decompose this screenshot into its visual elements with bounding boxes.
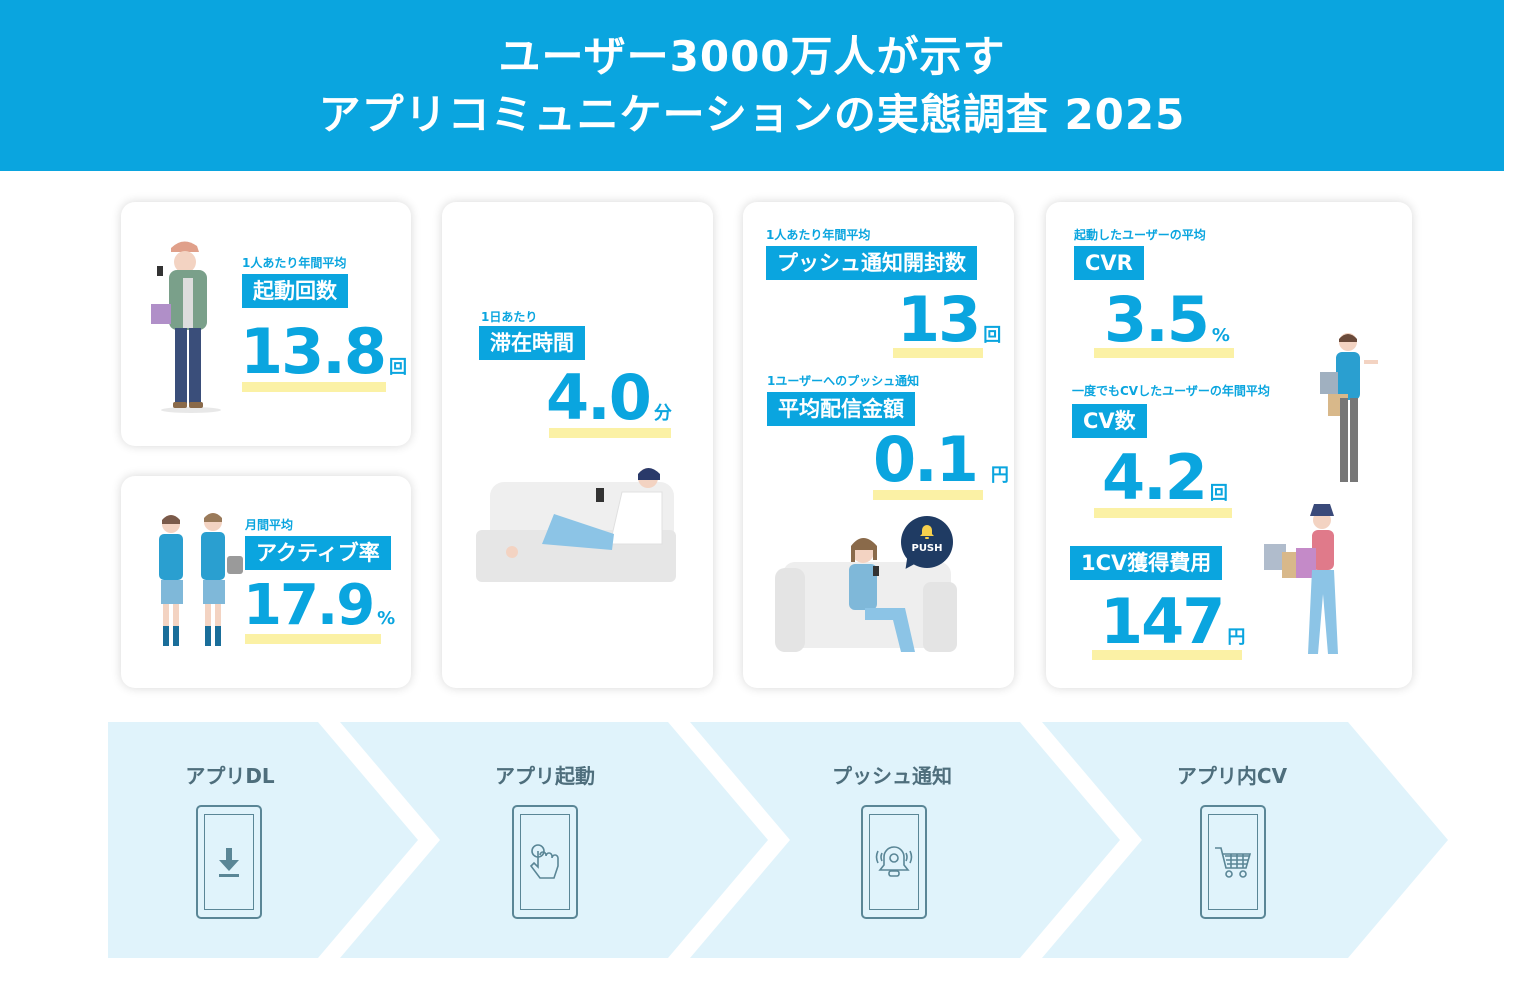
caption: 月間平均 bbox=[245, 518, 294, 532]
flow-arrows bbox=[108, 722, 1448, 958]
caption: 1ユーザーへのプッシュ通知 bbox=[767, 374, 920, 388]
metric-value: 147 円 bbox=[1100, 585, 1246, 658]
download-icon bbox=[219, 848, 239, 877]
flow-step-shape bbox=[1042, 722, 1448, 958]
tap-hand-icon bbox=[529, 844, 559, 879]
two-people-illustration bbox=[159, 513, 243, 646]
caption: 一度でもCVしたユーザーの年間平均 bbox=[1072, 384, 1270, 398]
metric-value: 17.9% bbox=[243, 573, 396, 638]
shopping-cart-icon bbox=[1215, 847, 1252, 878]
shopper-man-illustration bbox=[1320, 333, 1378, 482]
bell-icon bbox=[920, 525, 934, 539]
metric-label: CVR bbox=[1074, 246, 1144, 280]
stay-time-card: 1日あたり 滞在時間 4.0 分 bbox=[442, 202, 713, 688]
metric-label: 滞在時間 bbox=[479, 326, 585, 360]
caption: 1日あたり bbox=[481, 310, 538, 324]
highlight-bar bbox=[1094, 348, 1234, 358]
title-line-2: アプリコミュニケーションの実態調査 2025 bbox=[318, 89, 1186, 139]
metric-label: 平均配信金額 bbox=[767, 392, 915, 426]
flow-step-shape bbox=[340, 722, 768, 958]
phone-launch bbox=[512, 805, 578, 919]
launch-count-card: 1人あたり年間平均 起動回数 13.8 回 bbox=[121, 202, 411, 446]
metric-label: 起動回数 bbox=[242, 274, 348, 308]
phone-cv bbox=[1200, 805, 1266, 919]
woman-on-sofa-illustration bbox=[775, 538, 957, 652]
cv-card: 起動したユーザーの平均 CVR 3.5% 一度でもCVしたユーザーの年間平均 C… bbox=[1046, 202, 1412, 688]
caption: 1人あたり年間平均 bbox=[766, 228, 871, 242]
shopper-woman-illustration bbox=[1264, 504, 1338, 654]
flow-label-push: プッシュ通知 bbox=[832, 764, 952, 788]
metric-label: プッシュ通知開封数 bbox=[766, 246, 977, 280]
metric-label: 1CV獲得費用 bbox=[1070, 546, 1223, 580]
metric-value: 0.1 円 bbox=[873, 423, 1009, 496]
title-line-1: ユーザー3000万人が示す bbox=[498, 31, 1006, 81]
metric-value: 13.8 回 bbox=[240, 315, 407, 388]
active-rate-card: 月間平均 アクティブ率 17.9% bbox=[121, 476, 411, 688]
flow-label-download: アプリDL bbox=[185, 764, 275, 788]
metric-label: CV数 bbox=[1072, 404, 1147, 438]
metric-value: 4.2 回 bbox=[1102, 441, 1228, 514]
phone-push bbox=[861, 805, 927, 919]
highlight-bar bbox=[242, 382, 386, 392]
highlight-bar bbox=[1094, 508, 1232, 518]
highlight-bar bbox=[873, 490, 983, 500]
highlight-bar bbox=[549, 428, 671, 438]
header-banner: ユーザー3000万人が示す アプリコミュニケーションの実態調査 2025 bbox=[0, 0, 1504, 171]
person-on-sofa-illustration bbox=[476, 468, 676, 582]
caption: 1人あたり年間平均 bbox=[242, 256, 347, 270]
flow-label-cv: アプリ内CV bbox=[1176, 764, 1288, 788]
push-bubble-text: PUSH bbox=[911, 543, 943, 554]
man-with-phone-illustration bbox=[151, 241, 221, 413]
caption: 起動したユーザーの平均 bbox=[1074, 228, 1206, 242]
metric-value: 3.5% bbox=[1104, 283, 1230, 356]
metric-value: 4.0 分 bbox=[546, 361, 672, 434]
flow-step-shape bbox=[108, 722, 418, 958]
metric-label: アクティブ率 bbox=[245, 536, 391, 570]
highlight-bar bbox=[245, 634, 381, 644]
push-card: 1人あたり年間平均 プッシュ通知開封数 13 回 1ユーザーへのプッシュ通知 平均… bbox=[743, 202, 1014, 688]
metric-value: 13 回 bbox=[897, 283, 1002, 356]
flow-step-shape bbox=[690, 722, 1120, 958]
phone-download bbox=[196, 805, 262, 919]
highlight-bar bbox=[893, 348, 983, 358]
bell-icon bbox=[875, 846, 913, 877]
flow-label-launch: アプリ起動 bbox=[495, 764, 595, 788]
push-bubble: PUSH bbox=[900, 516, 953, 573]
highlight-bar bbox=[1092, 650, 1242, 660]
